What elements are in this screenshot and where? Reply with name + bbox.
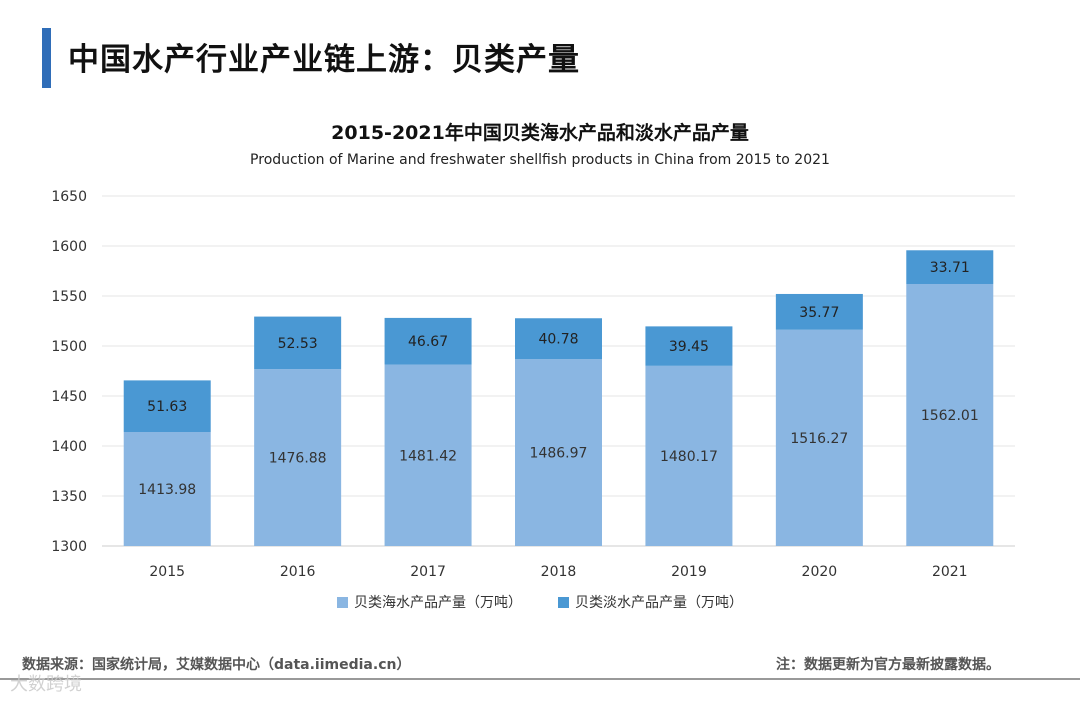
data-label-freshwater: 39.45 <box>669 339 709 355</box>
y-tick-label: 1500 <box>51 339 87 355</box>
data-label-marine: 1516.27 <box>790 431 848 447</box>
bar-freshwater-2015 <box>123 380 211 433</box>
data-label-freshwater: 46.67 <box>408 334 448 350</box>
data-label-freshwater: 40.78 <box>538 332 578 348</box>
bar-marine-2018 <box>515 359 602 546</box>
y-tick-label: 1550 <box>51 289 87 305</box>
data-label-marine: 1486.97 <box>530 446 588 462</box>
data-source-note: 数据来源：国家统计局，艾媒数据中心（data.iimedia.cn） <box>22 657 411 673</box>
bar-freshwater-2017 <box>384 317 472 365</box>
data-label-marine: 1413.98 <box>138 482 196 498</box>
chart-legend: 贝类海水产品产量（万吨） 贝类淡水产品产量（万吨） <box>0 592 1080 612</box>
title-accent-bar <box>42 28 51 88</box>
legend-label-freshwater: 贝类淡水产品产量（万吨） <box>575 595 743 611</box>
stacked-bar-chart: 1300 1350 1400 1450 1500 1550 1600 1650 1413.98 5… <box>51 189 1015 580</box>
legend-item-freshwater: 贝类淡水产品产量（万吨） <box>558 592 743 612</box>
bar-freshwater-2020 <box>775 293 863 330</box>
watermark: 大数跨境 <box>10 674 82 695</box>
legend-label-marine: 贝类海水产品产量（万吨） <box>354 595 522 611</box>
bar-freshwater-2019 <box>645 326 733 366</box>
y-tick-label: 1350 <box>51 489 87 505</box>
x-tick-label: 2015 <box>149 564 185 580</box>
bar-marine-2015 <box>123 432 211 546</box>
update-note: 注：数据更新为官方最新披露数据。 <box>776 657 1000 673</box>
y-tick-label: 1400 <box>51 439 87 455</box>
data-label-marine: 1481.42 <box>399 448 457 464</box>
x-tick-label: 2018 <box>541 564 577 580</box>
data-label-freshwater: 35.77 <box>799 305 839 321</box>
bar-freshwater-2021 <box>906 250 994 284</box>
legend-swatch-freshwater <box>558 596 569 608</box>
bar-marine-2019 <box>645 365 733 546</box>
legend-item-marine: 贝类海水产品产量（万吨） <box>337 592 522 612</box>
bar-marine-2021 <box>906 283 994 546</box>
data-label-freshwater: 33.71 <box>930 260 970 276</box>
x-tick-label: 2021 <box>932 564 968 580</box>
legend-swatch-marine <box>337 596 348 608</box>
y-tick-label: 1600 <box>51 239 87 255</box>
x-tick-label: 2017 <box>410 564 446 580</box>
bar-marine-2016 <box>254 369 342 546</box>
y-tick-label: 1300 <box>51 539 87 555</box>
bar-marine-2017 <box>384 364 472 546</box>
bar-marine-2020 <box>775 329 863 546</box>
data-label-marine: 1562.01 <box>921 408 979 424</box>
chart-subtitle: Production of Marine and freshwater shel… <box>250 152 830 168</box>
data-label-marine: 1476.88 <box>269 451 327 467</box>
x-tick-label: 2016 <box>280 564 316 580</box>
x-tick-label: 2020 <box>802 564 838 580</box>
y-tick-label: 1650 <box>51 189 87 205</box>
y-tick-label: 1450 <box>51 389 87 405</box>
bar-freshwater-2016 <box>254 316 342 370</box>
data-label-freshwater: 51.63 <box>147 399 187 415</box>
bottom-divider <box>0 678 1080 680</box>
data-label-marine: 1480.17 <box>660 449 718 465</box>
bar-freshwater-2018 <box>515 318 602 360</box>
chart-title: 2015-2021年中国贝类海水产品和淡水产品产量 <box>331 122 749 144</box>
data-label-freshwater: 52.53 <box>278 336 318 352</box>
page-title: 中国水产行业产业链上游：贝类产量 <box>68 42 580 78</box>
x-tick-label: 2019 <box>671 564 707 580</box>
